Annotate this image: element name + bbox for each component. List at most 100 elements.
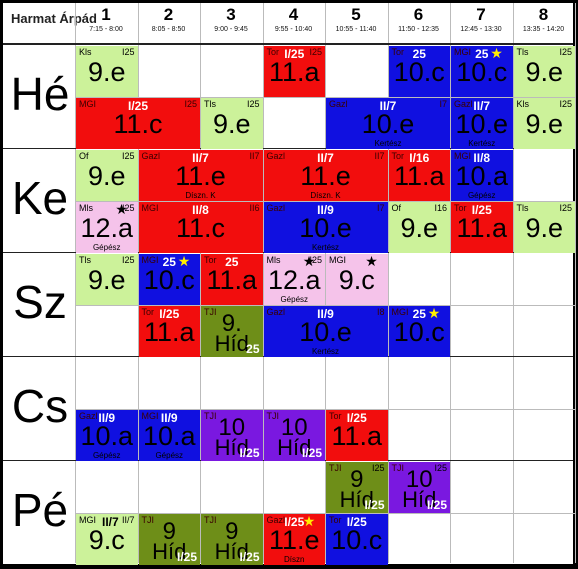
star-icon: ★ <box>427 306 441 321</box>
period-number: 5 <box>351 5 361 24</box>
lesson-teacher-code: Mls <box>266 255 281 265</box>
lesson-cell[interactable]: Tor 11.a I/25 <box>451 202 513 253</box>
lesson-class: 10.c <box>456 57 508 87</box>
lesson-cell[interactable]: TJI 10 Híd I/25 <box>201 410 263 461</box>
lesson-cell[interactable]: MGI I25 11.c I/25 <box>76 98 200 149</box>
lesson-cell[interactable]: Gazl 11.e Díszn I/25 ★ <box>263 514 325 565</box>
lesson-group-badge: I/25 <box>159 307 180 321</box>
lesson-teacher-code: Tor <box>204 255 217 265</box>
lesson-cell[interactable]: TJI 10 Híd I/25 <box>263 410 325 461</box>
lesson-cell[interactable]: Gazl I7 10.e Kertész II/9 <box>263 202 388 253</box>
lesson-cell[interactable]: MGI 10.a Gépész II/9 <box>138 410 200 461</box>
lesson-cell[interactable]: MGI 10.c 25 ★ <box>138 254 200 305</box>
lesson-group-badge: II/9 <box>98 411 116 425</box>
lesson-cell[interactable]: TJI 9. Híd 25 <box>201 306 263 357</box>
lesson-class: 10 <box>280 414 308 441</box>
lesson-class: 9. <box>221 310 242 337</box>
lesson-subtitle: Kertész <box>311 243 340 252</box>
lesson-class: 10.c <box>393 317 445 347</box>
lesson-cell[interactable]: Tls I25 9.e <box>76 254 138 305</box>
lesson-cell[interactable]: Tor 11.a I/25 <box>326 410 388 461</box>
lesson-group-badge: 25 <box>246 342 260 356</box>
lesson-cell[interactable]: Tls I25 9.e <box>513 202 575 253</box>
lesson-class: 9.e <box>400 213 439 243</box>
lesson-room-code: I25 <box>121 151 135 161</box>
lesson-room-code: I25 <box>559 47 572 57</box>
lesson-cell[interactable]: Tls I25 9.e <box>513 46 575 97</box>
lesson-room-code: I7 <box>376 203 385 213</box>
lesson-class: 10.a <box>80 421 134 451</box>
lesson-cell[interactable]: Gazl 10.e Kertész II/7 <box>451 98 513 149</box>
lesson-cell[interactable]: Gazl I8 10.e Kertész II/9 <box>263 306 388 357</box>
lesson-room-code: I25 <box>184 99 197 109</box>
lesson-class-suffix: Híd <box>214 435 249 460</box>
period-header: 3 9:00 - 9:45 <box>200 5 262 35</box>
period-header: 5 10:55 - 11:40 <box>325 5 387 35</box>
lesson-cell[interactable]: Gazl II7 11.e Díszn. K II/7 <box>263 150 388 201</box>
period-header: 6 11:50 - 12:35 <box>388 5 450 35</box>
lesson-cell[interactable]: TJI 9 Híd I/25 <box>138 514 200 565</box>
star-icon: ★ <box>115 202 128 217</box>
lesson-class: 9.e <box>87 57 126 87</box>
lesson-group-badge: I/16 <box>409 151 430 165</box>
lesson-class: 9.e <box>525 213 564 243</box>
lesson-group-badge: II/7 <box>192 151 209 165</box>
lesson-cell[interactable]: Kls I25 9.e <box>76 46 138 97</box>
lesson-cell[interactable]: Tls I25 9.e <box>201 98 263 149</box>
lesson-class: 10 <box>405 466 433 493</box>
lesson-class: 11.e <box>300 161 351 191</box>
lesson-group-badge: I/25 <box>426 498 447 512</box>
lesson-cell[interactable]: TJI 9 Híd I/25 <box>201 514 263 565</box>
lesson-teacher-code: MGI <box>141 203 159 213</box>
lesson-cell[interactable]: Mls I25 12.a Gépész ★ <box>76 202 138 253</box>
lesson-room-code: II/7 <box>121 515 135 525</box>
lesson-cell[interactable]: MGI II6 11.c II/8 <box>138 202 263 253</box>
lesson-cell[interactable]: MGI 9.c ★ <box>326 254 388 305</box>
grid-line <box>75 305 575 306</box>
lesson-cell[interactable]: TJI I25 10 Híd I/25 <box>388 462 450 513</box>
lesson-cell[interactable]: Tor I25 11.a I/25 <box>263 46 325 97</box>
lesson-cell[interactable]: Of I25 9.e <box>76 150 138 201</box>
lesson-subtitle: Díszn <box>284 555 305 564</box>
period-number: 3 <box>226 5 236 24</box>
lesson-cell[interactable]: Tor 10.c 25 <box>388 46 450 97</box>
period-header: 1 7:15 - 8:00 <box>75 5 137 35</box>
lesson-cell[interactable]: TJI I25 9 Híd I/25 <box>326 462 388 513</box>
lesson-group-badge: II/9 <box>160 411 178 425</box>
lesson-cell[interactable]: Gazl 10.a Gépész II/9 <box>76 410 138 461</box>
lesson-subtitle: Kertész <box>374 139 402 148</box>
lesson-class: 9.e <box>525 109 564 139</box>
lesson-cell[interactable]: MGI 10.c 25 ★ <box>388 306 450 357</box>
lesson-teacher-code: MGI <box>141 255 159 265</box>
grid-line <box>75 409 575 410</box>
lesson-class: 12.a <box>80 213 134 243</box>
lesson-cell[interactable]: Tor 10.c I/25 <box>326 514 388 565</box>
period-header: 7 12:45 - 13:30 <box>450 5 512 35</box>
lesson-room-code: II6 <box>249 203 260 213</box>
lesson-cell[interactable]: Gazl II7 11.e Díszn. K II/7 <box>138 150 263 201</box>
lesson-cell[interactable]: MGI II/7 9.c II/7 <box>76 514 138 565</box>
lesson-class: 11.e <box>268 525 320 555</box>
lesson-cell[interactable]: Of I16 9.e <box>388 202 450 253</box>
lesson-cell[interactable]: Tor 11.a 25 <box>201 254 263 305</box>
grid-line <box>75 201 575 202</box>
lesson-class: 12.a <box>267 265 321 295</box>
lesson-cell[interactable]: Gazl I7 10.e Kertész II/7 <box>326 98 450 149</box>
lesson-cell[interactable]: Mls I25 12.a Gépész ★ <box>263 254 325 305</box>
lesson-subtitle: Díszn. K <box>310 191 341 200</box>
day-label: Hé <box>10 68 70 120</box>
day-label: Cs <box>11 380 69 432</box>
lesson-subtitle: Gépész <box>92 243 121 252</box>
lesson-cell[interactable]: MGI 10.a Gépész II/8 <box>451 150 513 201</box>
period-number: 2 <box>163 5 174 24</box>
lesson-group-badge: II/8 <box>473 151 491 165</box>
period-number: 4 <box>288 5 299 24</box>
lesson-cell[interactable]: Tor 11.a I/25 <box>138 306 200 357</box>
lesson-cell[interactable]: Tor 11.a I/16 <box>388 150 450 201</box>
lesson-cell[interactable]: Kls I25 9.e <box>513 98 575 149</box>
grid-line <box>200 3 201 563</box>
period-time: 13:35 - 14:20 <box>522 26 565 33</box>
lesson-room-code: I25 <box>309 47 322 57</box>
lesson-cell[interactable]: MGI 10.c 25 ★ <box>451 46 513 97</box>
lesson-teacher-code: Tls <box>79 255 91 265</box>
